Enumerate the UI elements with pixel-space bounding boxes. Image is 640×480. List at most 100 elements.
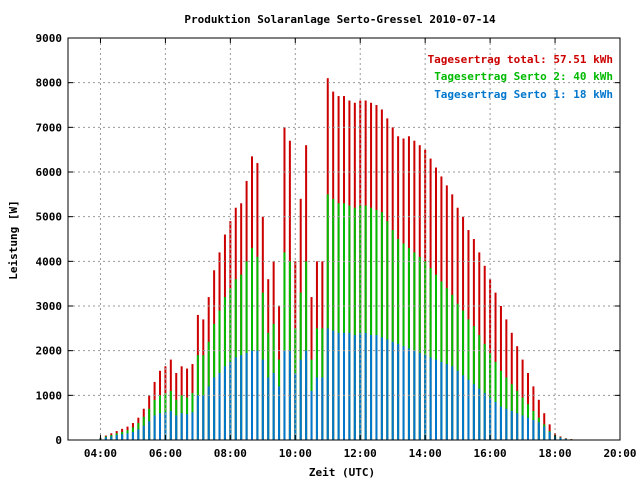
bar-serto-2 — [483, 343, 486, 440]
bar-serto-1 — [510, 410, 513, 440]
bar-serto-1 — [315, 377, 318, 440]
bar-serto-1 — [294, 373, 297, 440]
bar-serto-1 — [180, 413, 183, 440]
bar-serto-1 — [207, 386, 210, 440]
bar-serto-1 — [213, 377, 216, 440]
bar-serto-1 — [456, 370, 459, 440]
legend-total: Tagesertrag total: 57.51 kWh — [428, 53, 613, 66]
bar-serto-1 — [521, 415, 524, 440]
y-tick-label: 6000 — [36, 166, 63, 179]
bar-serto-1 — [564, 438, 567, 440]
bar-serto-2 — [359, 205, 362, 440]
bar-serto-2 — [364, 205, 367, 440]
bar-serto-1 — [370, 335, 373, 440]
bar-serto-2 — [375, 209, 378, 440]
bar-serto-2 — [386, 221, 389, 440]
bar-serto-1 — [429, 357, 432, 440]
bar-serto-1 — [202, 395, 205, 440]
bar-serto-2 — [251, 247, 253, 440]
x-tick-label: 20:00 — [603, 447, 636, 460]
bar-serto-2 — [348, 205, 351, 440]
bar-serto-1 — [261, 359, 264, 440]
bar-serto-1 — [240, 355, 243, 440]
bar-serto-1 — [186, 414, 189, 440]
bar-serto-1 — [499, 406, 502, 440]
x-tick-label: 14:00 — [409, 447, 442, 460]
bar-serto-1 — [137, 429, 140, 440]
x-tick-label: 04:00 — [84, 447, 117, 460]
bar-serto-1 — [223, 366, 226, 440]
bar-serto-1 — [548, 431, 551, 440]
bar-serto-1 — [234, 357, 237, 440]
y-tick-label: 2000 — [36, 345, 63, 358]
bar-serto-1 — [256, 350, 259, 440]
bar-serto-1 — [110, 436, 113, 440]
bar-serto-2 — [326, 194, 329, 440]
bar-serto-1 — [559, 437, 562, 440]
bar-serto-1 — [397, 343, 400, 440]
bar-serto-1 — [164, 412, 167, 440]
bar-serto-2 — [343, 203, 345, 440]
y-tick-label: 3000 — [36, 300, 63, 313]
bar-serto-1 — [467, 379, 470, 440]
bar-serto-1 — [353, 335, 356, 440]
bar-serto-1 — [483, 393, 486, 440]
bar-serto-1 — [126, 433, 129, 440]
bar-serto-1 — [505, 408, 508, 440]
x-tick-label: 06:00 — [149, 447, 182, 460]
bar-serto-1 — [245, 352, 248, 440]
bar-serto-1 — [375, 335, 378, 440]
bar-serto-1 — [251, 350, 253, 440]
bar-serto-1 — [218, 373, 221, 440]
chart-title: Produktion Solaranlage Serto-Gressel 201… — [184, 13, 496, 26]
bar-serto-2 — [424, 261, 427, 440]
bar-serto-1 — [407, 348, 410, 440]
plot-frame — [67, 37, 621, 441]
y-tick-label: 7000 — [36, 121, 63, 134]
bar-serto-1 — [516, 413, 519, 440]
bar-serto-2 — [397, 239, 400, 440]
bar-serto-1 — [229, 361, 232, 440]
bar-serto-1 — [364, 332, 367, 440]
bar-serto-1 — [532, 419, 535, 440]
bar-serto-2 — [407, 247, 410, 440]
bar-serto-2 — [440, 281, 443, 440]
bar-serto-2 — [256, 256, 259, 440]
y-tick-label: 0 — [55, 434, 62, 447]
bar-serto-1 — [343, 332, 345, 440]
bar-serto-1 — [310, 390, 313, 440]
bar-serto-1 — [537, 422, 540, 440]
bar-serto-2 — [402, 243, 405, 440]
y-tick-label: 9000 — [36, 32, 63, 45]
bar-serto-1 — [424, 355, 427, 440]
bar-serto-1 — [299, 359, 302, 440]
y-tick-label: 5000 — [36, 211, 63, 224]
x-tick-labels: 04:00 06:00 08:00 10:00 12:00 14:00 16:00 18:00… — [84, 447, 637, 460]
bar-serto-1 — [435, 359, 437, 440]
bar-serto-1 — [348, 332, 351, 440]
x-tick-label: 18:00 — [538, 447, 571, 460]
bar-serto-2 — [478, 335, 481, 440]
y-tick-label: 4000 — [36, 255, 63, 268]
bar-serto-1 — [278, 386, 281, 440]
bar-serto-1 — [472, 384, 475, 440]
bar-serto-2 — [353, 207, 356, 440]
bar-serto-1 — [153, 415, 156, 440]
bar-serto-1 — [418, 352, 421, 440]
bar-serto-1 — [142, 425, 145, 440]
bar-serto-1 — [321, 377, 324, 440]
legend: Tagesertrag total: 57.51 kWh Tagesertrag… — [428, 53, 613, 101]
x-tick-label: 10:00 — [279, 447, 312, 460]
bar-serto-1 — [191, 412, 194, 440]
bar-serto-1 — [445, 364, 448, 440]
bar-serto-2 — [494, 361, 497, 440]
bar-serto-1 — [440, 361, 443, 440]
bar-serto-2 — [370, 207, 373, 440]
bar-serto-1 — [391, 341, 394, 440]
bar-serto-2 — [380, 212, 383, 440]
bar-serto-1 — [104, 437, 107, 440]
x-axis-label: Zeit (UTC) — [309, 466, 375, 479]
bar-serto-1 — [337, 332, 340, 440]
bar-serto-1 — [380, 337, 383, 440]
